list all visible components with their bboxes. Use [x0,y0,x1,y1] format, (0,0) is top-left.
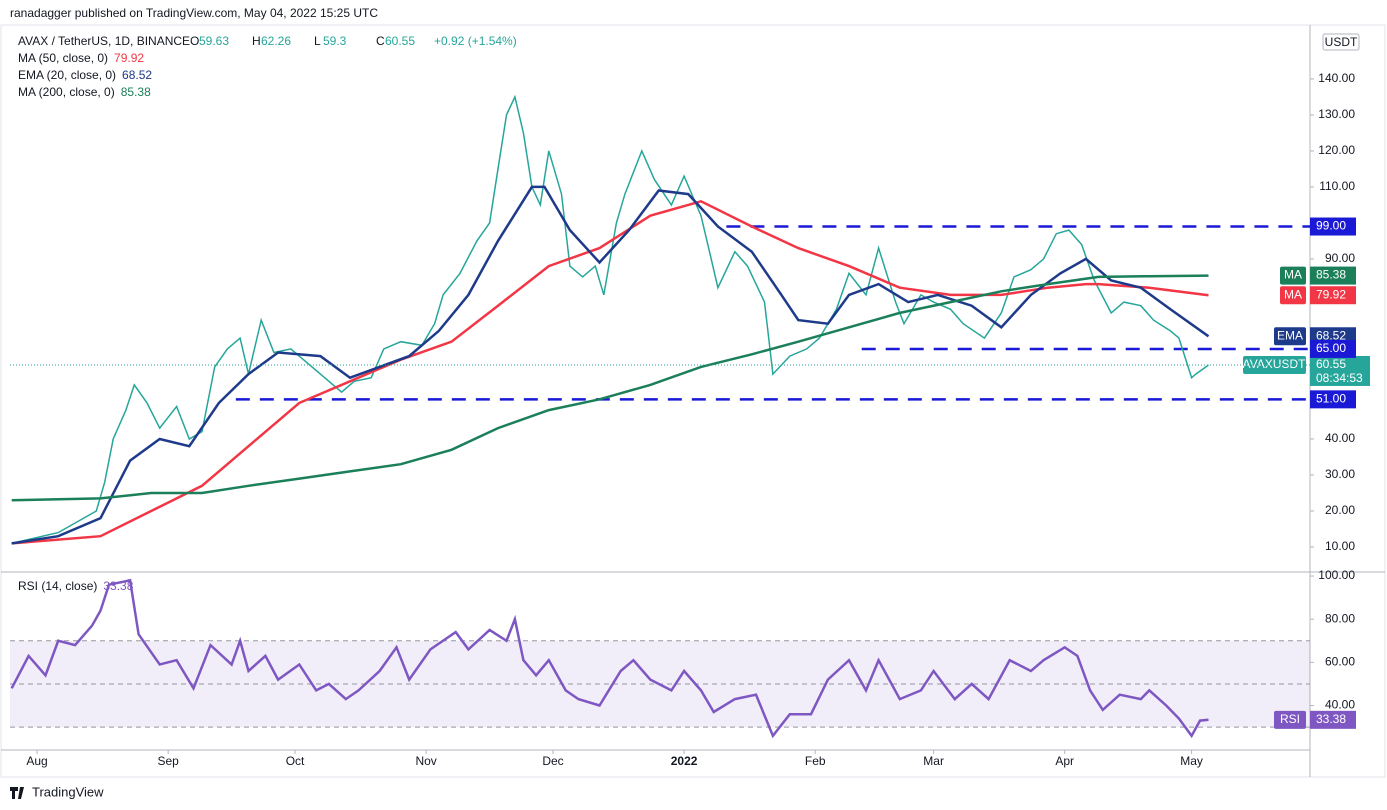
tag-value-box [1310,266,1356,285]
publisher: ranadagger published on TradingView.com,… [10,6,378,20]
ohlc-value: 59.3 [323,34,347,48]
y-tick-label: 20.00 [1325,503,1355,517]
x-tick-label: Feb [805,754,826,768]
y-tick-label: 40.00 [1325,431,1355,445]
tag-name: RSI [1280,712,1300,726]
tag-name: EMA [1277,328,1303,342]
ohlc-value: 60.55 [385,34,415,48]
ohlc-label: O [190,34,199,48]
tag-value: 33.38 [1316,712,1346,726]
tag-name-box [1274,710,1306,729]
legend-name: RSI (14, close) [18,579,97,593]
frame [0,24,1386,778]
x-tick-label: Aug [26,754,47,768]
legend-value: 79.92 [114,51,144,65]
legend-name: EMA (20, close, 0) [18,68,116,82]
currency-box [1322,33,1360,51]
y-tick-label: 140.00 [1318,71,1355,85]
level-tag: 51.00 [1316,392,1346,406]
x-tick-label: Oct [286,754,305,768]
price-tag-name-box [1243,355,1306,374]
price-tag-name: AVAXUSDT [1243,357,1307,371]
y-tick-label: 90.00 [1325,251,1355,265]
tag-value: 85.38 [1316,268,1346,282]
level-tag-box [1310,217,1356,236]
level-tag-box [1310,339,1356,358]
price-tag-value: 60.55 [1316,357,1346,371]
ohlc-label: H [252,34,261,48]
x-tick-label: Nov [415,754,436,768]
y-tick-label: 40.00 [1325,698,1355,712]
series-line [10,578,1209,739]
y-tick-label: 60.00 [1325,655,1355,669]
tag-name: MA [1284,268,1302,282]
y-tick-label: 130.00 [1318,107,1355,121]
ohlc-label: L [314,34,321,48]
x-tick-label: Sep [157,754,179,768]
y-tick-label: 80.00 [1325,611,1355,625]
footer-logo: TradingView [32,784,104,799]
currency: USDT [1325,35,1358,49]
logo-icon [10,787,24,799]
tag-value: 68.52 [1316,328,1346,342]
x-tick-label: May [1180,754,1203,768]
chart-title: AVAX / TetherUS, 1D, BINANCE [18,34,190,48]
y-tick-label: 30.00 [1325,467,1355,481]
tag-name-box [1280,266,1306,285]
x-tick-label: Mar [923,754,944,768]
countdown: 08:34:53 [1316,371,1363,385]
tag-value-box [1310,286,1356,305]
series-line [11,274,1209,502]
price-tag-box [1310,355,1370,386]
y-tick-label: 110.00 [1319,179,1355,193]
x-tick-label: 2022 [671,754,698,768]
ohlc-value: 62.26 [261,34,291,48]
y-tick-label: 100.00 [1318,568,1355,582]
y-tick-label: 120.00 [1318,143,1355,157]
series-line [11,94,1209,545]
level-tag-box [1310,390,1356,409]
ohlc-label: C [376,34,385,48]
tag-name-box [1274,327,1306,346]
change: +0.92 (+1.54%) [434,34,517,48]
level-tag: 99.00 [1316,219,1346,233]
legend-value: 85.38 [121,85,151,99]
legend-name: MA (50, close, 0) [18,51,108,65]
tag-value: 79.92 [1316,287,1346,301]
level-tag: 65.00 [1316,341,1346,355]
y-tick-label: 10.00 [1325,539,1355,553]
tag-value-box [1310,710,1356,729]
tag-name: MA [1284,287,1302,301]
legend-name: MA (200, close, 0) [18,85,115,99]
tag-name-box [1280,286,1306,305]
x-tick-label: Dec [542,754,563,768]
ohlc-value: 59.63 [199,34,229,48]
legend-value: 33.38 [103,579,133,593]
legend-value: 68.52 [122,68,152,82]
series-line [11,199,1209,545]
x-tick-label: Apr [1055,754,1074,768]
series-line [11,185,1210,545]
